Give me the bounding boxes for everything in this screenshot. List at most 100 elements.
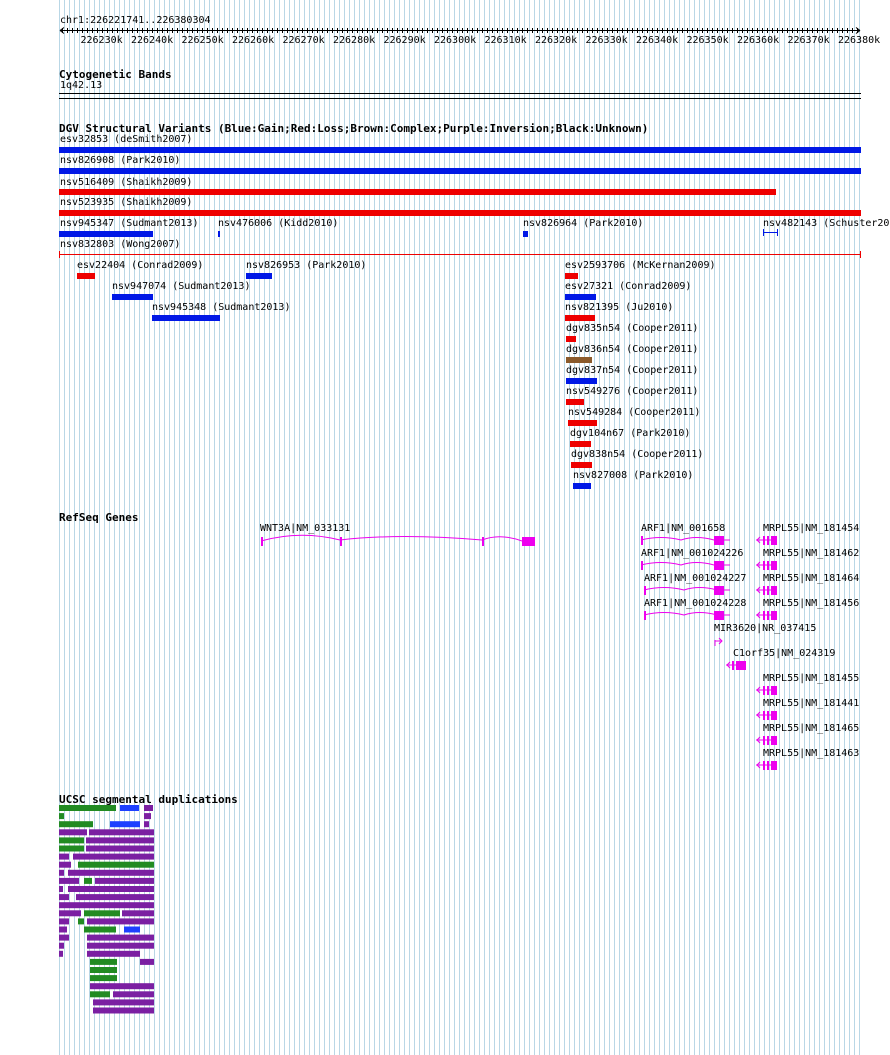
gene-label[interactable]: MRPL55|NM_181455	[763, 673, 860, 684]
mrpl55-exon	[763, 586, 765, 595]
dgv-variant-bar[interactable]	[571, 462, 592, 468]
dgv-variant-bar[interactable]	[59, 231, 153, 237]
dgv-variant-label[interactable]: nsv947074 (Sudmant2013)	[112, 281, 251, 292]
ruler-tick-label: 226280k	[333, 35, 376, 46]
wnt3a-exon	[482, 537, 484, 546]
dgv-variant-bar[interactable]	[763, 232, 778, 233]
dgv-variant-label[interactable]: nsv476006 (Kidd2010)	[218, 218, 339, 229]
cytoband-label: 1q42.13	[60, 80, 103, 91]
dgv-variant-bar[interactable]	[59, 168, 861, 174]
gene-label[interactable]: MRPL55|NM_181464	[763, 573, 860, 584]
dgv-variant-label[interactable]: esv27321 (Conrad2009)	[565, 281, 692, 292]
dgv-variant-label[interactable]: nsv549276 (Cooper2011)	[566, 386, 699, 397]
mrpl55-exon	[767, 561, 769, 570]
dgv-variant-bar[interactable]	[59, 210, 861, 216]
dgv-variant-bar[interactable]	[152, 315, 220, 321]
segdup-block	[59, 894, 69, 901]
dgv-variant-label[interactable]: dgv835n54 (Cooper2011)	[566, 323, 699, 334]
dgv-variant-bar[interactable]	[565, 273, 578, 279]
dgv-variant-label[interactable]: nsv832803 (Wong2007)	[60, 239, 181, 250]
dgv-variant-label[interactable]: nsv826964 (Park2010)	[523, 218, 644, 229]
dgv-variant-bar[interactable]	[570, 441, 591, 447]
ruler-tick-label: 226300k	[434, 35, 477, 46]
dgv-variant-label[interactable]: nsv945347 (Sudmant2013)	[60, 218, 199, 229]
segdup-block	[87, 942, 154, 949]
dgv-variant-bar[interactable]	[523, 231, 528, 237]
ruler-tick-label: 226270k	[282, 35, 325, 46]
dgv-variant-bar[interactable]	[566, 399, 584, 405]
gene-label[interactable]: C1orf35|NM_024319	[733, 648, 836, 659]
refseq-title: RefSeq Genes	[59, 511, 139, 524]
mrpl55-exon	[763, 561, 765, 570]
gene-label[interactable]: MRPL55|NM_181465	[763, 723, 860, 734]
ruler-tick-label: 226350k	[686, 35, 729, 46]
dgv-variant-label[interactable]: dgv836n54 (Cooper2011)	[566, 344, 699, 355]
segdup-block	[78, 918, 84, 925]
dgv-variant-label[interactable]: nsv516409 (Shaikh2009)	[60, 177, 193, 188]
gene-label[interactable]: MRPL55|NM_181441	[763, 698, 860, 709]
gene-label[interactable]: MRPL55|NM_181462	[763, 548, 860, 559]
dgv-variant-label[interactable]: esv32853 (deSmith2007)	[60, 134, 193, 145]
dgv-variant-label[interactable]: nsv549284 (Cooper2011)	[568, 407, 701, 418]
mrpl55-exon	[763, 761, 765, 770]
dgv-variant-bar[interactable]	[566, 357, 592, 363]
dgv-variant-bar[interactable]	[59, 147, 861, 153]
dgv-variant-bar[interactable]	[566, 378, 597, 384]
dgv-variant-bar[interactable]	[573, 483, 591, 489]
gene-label[interactable]: ARF1|NM_001024228	[644, 598, 747, 609]
cytoband-line-lower	[59, 98, 861, 99]
dgv-variant-label[interactable]: nsv826953 (Park2010)	[246, 260, 367, 271]
gene-label[interactable]: ARF1|NM_001658	[641, 523, 726, 534]
mrpl55-exon	[763, 536, 765, 545]
segdup-block	[90, 975, 117, 982]
dgv-variant-label[interactable]: nsv821395 (Ju2010)	[565, 302, 674, 313]
gene-label[interactable]: WNT3A|NM_033131	[260, 523, 351, 534]
c1orf35-exon	[732, 661, 734, 670]
dgv-variant-label[interactable]: dgv104n67 (Park2010)	[570, 428, 691, 439]
segdup-block	[59, 926, 67, 933]
dgv-variant-bar[interactable]	[112, 294, 153, 300]
segdup-block	[59, 877, 79, 884]
segdup-block	[73, 853, 154, 860]
dgv-variant-label[interactable]: nsv523935 (Shaikh2009)	[60, 197, 193, 208]
segdup-block	[59, 805, 116, 811]
segdup-block	[59, 942, 64, 949]
mrpl55-exon	[763, 686, 765, 695]
gene-label[interactable]: MRPL55|NM_181454	[763, 523, 860, 534]
mrpl55-exon	[763, 711, 765, 720]
gene-label[interactable]: MRPL55|NM_181463	[763, 748, 860, 759]
arf1-exon	[644, 611, 646, 620]
dgv-variant-bar[interactable]	[218, 231, 220, 237]
arf1-intron-line	[643, 612, 718, 616]
dgv-variant-label[interactable]: nsv827008 (Park2010)	[573, 470, 694, 481]
segdup-block	[87, 934, 154, 941]
segdup-block	[59, 853, 69, 860]
segdup-block	[59, 821, 93, 828]
ruler-tick-label: 226320k	[535, 35, 578, 46]
segdup-block	[84, 926, 116, 933]
mrpl55-exon	[771, 736, 777, 745]
dgv-variant-label[interactable]: esv2593706 (McKernan2009)	[565, 260, 716, 271]
dgv-variant-bar[interactable]	[565, 315, 595, 321]
mrpl55-exon	[771, 761, 777, 770]
dgv-variant-bar[interactable]	[77, 273, 95, 279]
dgv-variant-label[interactable]: esv22404 (Conrad2009)	[77, 260, 204, 271]
dgv-variant-label[interactable]: nsv482143 (Schuster2010)	[763, 218, 890, 229]
segdup-block	[78, 861, 154, 868]
arf1-exon	[714, 536, 724, 545]
dgv-variant-label[interactable]: dgv837n54 (Cooper2011)	[566, 365, 699, 376]
dgv-variant-bar[interactable]	[59, 189, 776, 195]
dgv-variant-bar[interactable]	[565, 294, 596, 300]
gene-label[interactable]: MIR3620|NR_037415	[714, 623, 817, 634]
segdup-block	[93, 1007, 154, 1014]
gene-label[interactable]: MRPL55|NM_181456	[763, 598, 860, 609]
dgv-variant-bar[interactable]	[568, 420, 597, 426]
dgv-variant-bar[interactable]	[246, 273, 272, 279]
dgv-variant-label[interactable]: dgv838n54 (Cooper2011)	[571, 449, 704, 460]
dgv-variant-bar[interactable]	[566, 336, 576, 342]
dgv-variant-label[interactable]: nsv945348 (Sudmant2013)	[152, 302, 291, 313]
dgv-variant-label[interactable]: nsv826908 (Park2010)	[60, 155, 181, 166]
gene-label[interactable]: ARF1|NM_001024226	[641, 548, 744, 559]
gene-label[interactable]: ARF1|NM_001024227	[644, 573, 747, 584]
